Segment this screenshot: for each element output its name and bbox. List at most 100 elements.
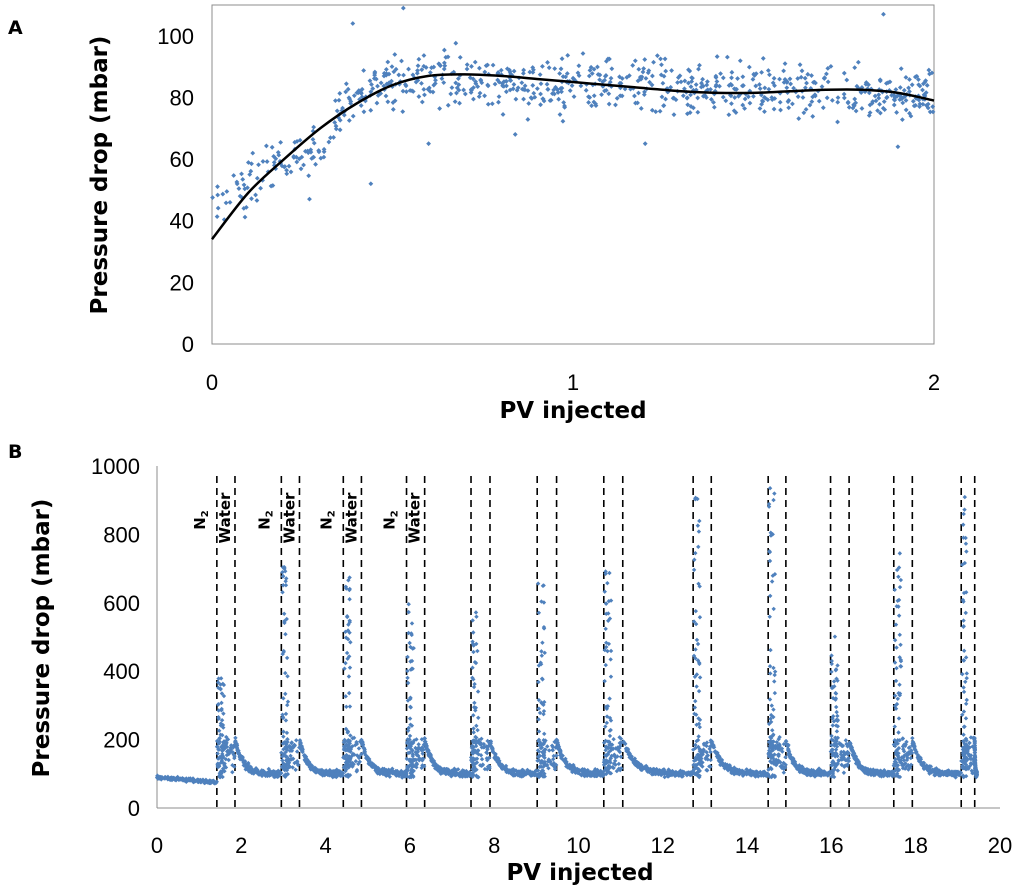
panel-a-data-point: [760, 56, 766, 61]
panel-b-data-point: [551, 753, 556, 759]
panel-b-data-point: [223, 756, 228, 762]
panel-b-data-point: [970, 770, 975, 776]
panel-a-data-point: [511, 82, 517, 87]
panel-b-data-point: [896, 613, 902, 618]
panel-a-data-point: [441, 60, 447, 66]
panel-b-data-point: [283, 711, 289, 717]
panel-a-data-point: [557, 112, 563, 117]
panel-b-data-point: [405, 728, 411, 733]
panel-b-data-point: [343, 765, 349, 770]
panel-b-data-point: [605, 580, 610, 586]
panel-b-data-point: [540, 753, 546, 759]
panel-a-y-tick-label: 40: [170, 209, 194, 234]
panel-a-data-point: [525, 88, 531, 93]
panel-b-data-point: [595, 767, 600, 773]
panel-b-data-point: [894, 645, 899, 650]
panel-a-data-point: [663, 96, 668, 102]
panel-b-data-point: [832, 743, 837, 748]
panel-a-data-point: [531, 67, 536, 73]
panel-b-data-point: [606, 749, 612, 755]
panel-a-data-point: [215, 184, 220, 190]
panel-b-data-point: [344, 704, 349, 709]
panel-b-data-point: [281, 747, 286, 752]
panel-b-data-point: [346, 674, 352, 679]
panel-b-data-point: [198, 777, 203, 783]
panel-a-data-point: [389, 64, 395, 70]
panel-b-data-point: [343, 629, 348, 635]
panel-a-data-point: [685, 102, 691, 108]
panel-a-data-point: [519, 86, 525, 92]
panel-b-data-point: [177, 776, 183, 782]
panel-b-x-axis-title: PV injected: [506, 860, 653, 886]
panel-a-data-point: [498, 67, 504, 73]
panel-b-data-point: [901, 755, 906, 760]
panel-a-data-point: [467, 75, 473, 81]
panel-b-phase-label-water: Water: [280, 492, 298, 543]
panel-b-data-point: [396, 773, 402, 779]
panel-b-data-point: [697, 584, 702, 589]
panel-a-data-point: [306, 173, 312, 179]
panel-b-data-point: [961, 590, 967, 596]
panel-b-data-point: [167, 777, 173, 782]
panel-a-data-point: [630, 63, 636, 68]
panel-a-data-point: [538, 102, 543, 108]
panel-a-data-point: [442, 63, 448, 69]
panel-b-data-point: [286, 765, 291, 770]
panel-a-data-point: [845, 100, 851, 106]
panel-b-data-point: [898, 657, 903, 663]
panel-a-data-point: [907, 110, 912, 116]
panel-a-data-point: [401, 72, 406, 78]
panel-b-data-point: [406, 630, 411, 636]
panel-a-data-point: [343, 89, 349, 95]
panel-a-data-point: [802, 85, 808, 91]
panel-b-data-point: [188, 777, 194, 782]
panel-b-data-point: [842, 751, 848, 756]
panel-a-data-point: [357, 96, 362, 102]
panel-a-data-point: [820, 105, 826, 111]
panel-b-data-point: [251, 768, 256, 773]
panel-b-data-point: [769, 703, 774, 708]
panel-b-x-tick-label: 0: [151, 833, 163, 858]
panel-a-data-point: [787, 76, 793, 82]
panel-b-data-point: [214, 780, 219, 786]
panel-b-data-point: [317, 768, 322, 774]
panel-a-data-point: [642, 89, 647, 95]
panel-b-data-point: [816, 766, 822, 771]
panel-b-data-point: [603, 745, 609, 750]
panel-a-data-point: [659, 62, 664, 68]
panel-a-data-point: [866, 90, 872, 96]
panel-b-data-point: [275, 768, 281, 774]
panel-a-data-point: [825, 65, 831, 71]
panel-b-data-point: [696, 744, 701, 750]
panel-a-data-point: [910, 98, 916, 104]
panel-b-data-point: [410, 753, 415, 759]
panel-b-data-point: [471, 740, 476, 745]
panel-b-data-point: [835, 678, 840, 683]
panel-b-data-point: [406, 602, 411, 607]
panel-b-data-point: [693, 771, 698, 777]
panel-b-data-point: [390, 770, 395, 776]
panel-a-data-point: [537, 72, 543, 78]
panel-a-data-point: [624, 74, 630, 80]
panel-b-data-point: [766, 767, 771, 772]
panel-b-data-point: [635, 764, 641, 770]
panel-a-y-tick-label: 80: [170, 85, 194, 110]
panel-b-data-point: [615, 754, 620, 759]
panel-a-data-point: [415, 63, 421, 69]
panel-a-data-point: [527, 69, 533, 75]
panel-b-data-point: [618, 743, 623, 749]
panel-b-data-point: [829, 763, 834, 768]
panel-b-data-point: [659, 772, 664, 778]
panel-b-data-point: [474, 641, 479, 647]
panel-a-data-point: [242, 186, 248, 192]
panel-a-data-point: [372, 72, 378, 78]
panel-a-data-point: [877, 101, 882, 107]
panel-a-data-point: [824, 95, 830, 101]
panel-a-data-point: [249, 196, 254, 202]
panel-b-data-point: [912, 746, 917, 752]
panel-a-data-point: [321, 146, 327, 152]
panel-b-data-point: [830, 768, 835, 773]
panel-b-data-point: [863, 768, 868, 774]
